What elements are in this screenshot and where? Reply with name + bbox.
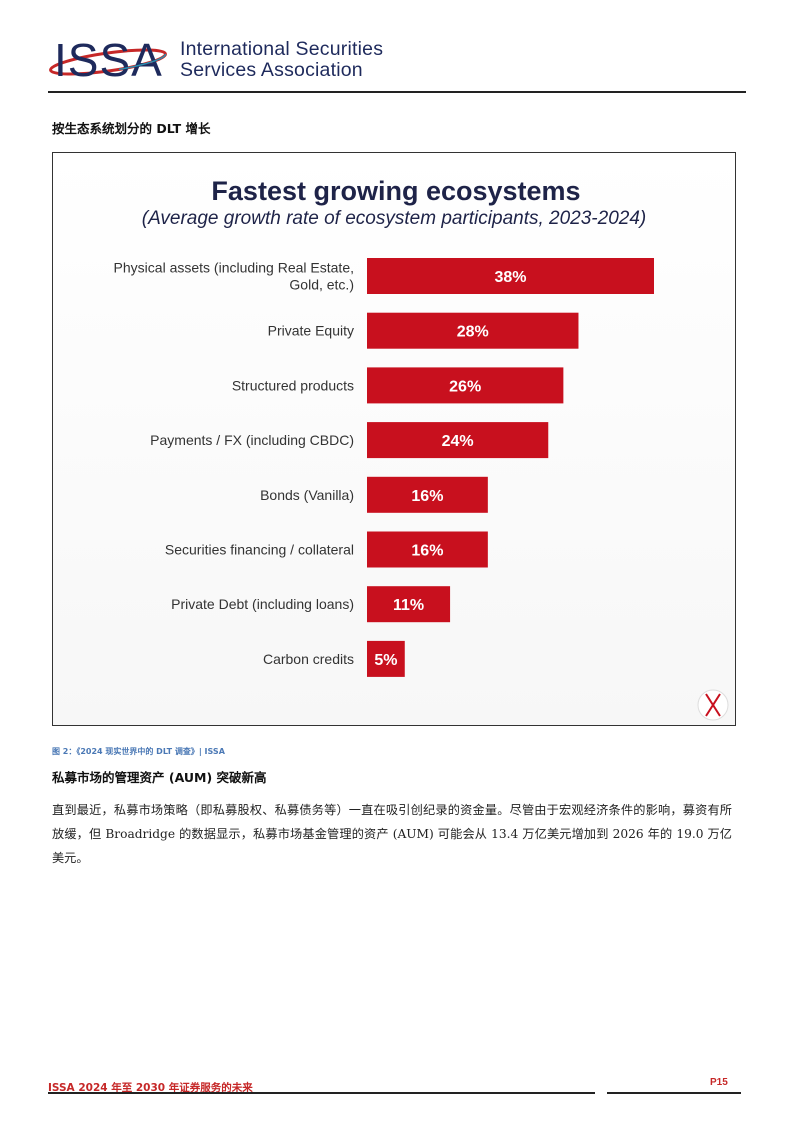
category-label: Carbon credits <box>263 651 354 667</box>
subheading: 私募市场的管理资产 (AUM) 突破新高 <box>52 770 267 785</box>
bar-value-label: 16% <box>411 488 443 505</box>
watermark-badge-icon <box>697 689 729 721</box>
bar-value-label: 16% <box>411 543 443 560</box>
bar-chart: Fastest growing ecosystems (Average grow… <box>53 153 735 725</box>
footer-title: ISSA 2024 年至 2030 年证券服务的未来 <box>48 1082 253 1094</box>
org-name-line1: International Securities <box>180 38 384 60</box>
bar <box>367 476 488 513</box>
body-paragraph: 直到最近，私募市场策略（即私募股权、私募债务等）一直在吸引创纪录的资金量。尽管由… <box>52 803 732 865</box>
bar <box>367 640 405 677</box>
bar <box>367 367 564 404</box>
footer-divider-right <box>607 1092 741 1094</box>
bar-value-label: 24% <box>442 433 474 450</box>
page-number: P15 <box>710 1077 728 1088</box>
bar-value-label: 5% <box>374 652 397 669</box>
bar <box>367 312 579 349</box>
category-label: Securities financing / collateral <box>165 542 354 558</box>
bar-value-label: 38% <box>494 269 526 286</box>
svg-text:ISSA: ISSA <box>54 34 163 84</box>
chart-subtitle: (Average growth rate of ecosystem partic… <box>142 208 646 229</box>
issa-logo: ISSA <box>49 34 167 84</box>
bar <box>367 531 488 568</box>
footer-divider <box>48 1092 595 1094</box>
organization-name: International Securities Services Associ… <box>180 39 383 81</box>
chart-title: Fastest growing ecosystems <box>211 176 580 206</box>
category-label: Physical assets (including Real Estate, G… <box>114 260 354 293</box>
bar-value-label: 28% <box>457 324 489 341</box>
bar <box>367 258 654 294</box>
bar-value-label: 26% <box>449 378 481 395</box>
category-label: Structured products <box>232 377 354 393</box>
category-label: Private Debt (including loans) <box>171 596 354 612</box>
bar-value-label: 11% <box>393 597 424 614</box>
category-label: Payments / FX (including CBDC) <box>150 432 354 448</box>
category-label: Private Equity <box>268 323 354 339</box>
section-title: 按生态系统划分的 DLT 增长 <box>52 121 211 136</box>
figure-caption: 图 2：《2024 现实世界中的 DLT 调查》| ISSA <box>52 747 225 756</box>
bar <box>367 422 549 459</box>
chart-figure: Fastest growing ecosystems (Average grow… <box>52 152 736 726</box>
org-name-line2: Services Association <box>180 59 363 81</box>
header-divider <box>48 91 746 93</box>
bar <box>367 586 451 623</box>
category-label: Bonds (Vanilla) <box>260 487 354 503</box>
